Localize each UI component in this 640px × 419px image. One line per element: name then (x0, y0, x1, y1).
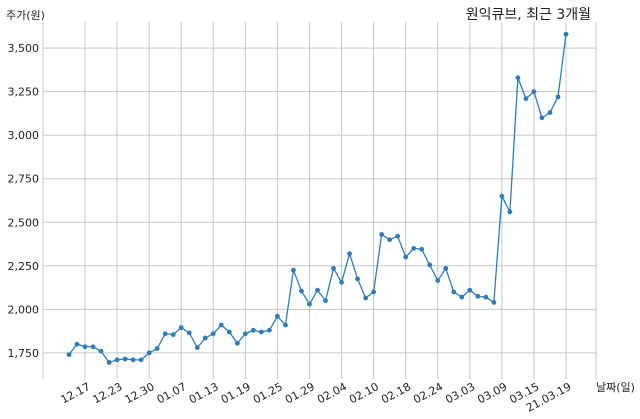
grid-lines (42, 22, 597, 379)
data-point (443, 266, 449, 271)
data-point (258, 329, 264, 335)
data-point (130, 357, 136, 363)
data-point (307, 301, 312, 307)
data-point (315, 287, 320, 293)
data-point (299, 288, 304, 294)
data-point (178, 325, 184, 331)
x-tick-label: 02.04 (315, 380, 349, 406)
x-tick-label: 01.07 (155, 380, 189, 406)
data-point (491, 299, 497, 305)
data-point (114, 357, 120, 363)
data-point (66, 352, 72, 358)
data-point (98, 348, 104, 354)
data-point (154, 346, 160, 351)
x-tick-label: 12.17 (59, 380, 93, 406)
x-axis-label: 날짜(일) (596, 380, 635, 394)
y-tick-label: 2,000 (8, 303, 40, 316)
data-point (275, 313, 280, 319)
data-point (435, 278, 441, 284)
data-point (74, 341, 80, 347)
y-tick-label: 3,500 (8, 42, 40, 55)
data-point (531, 89, 537, 95)
x-tick-label: 02.10 (347, 380, 381, 406)
x-tick-label: 01.29 (283, 380, 317, 406)
y-tick-label: 2,750 (8, 173, 40, 186)
data-point (267, 327, 272, 333)
data-point (555, 94, 561, 100)
data-point (170, 332, 176, 337)
data-point (339, 279, 344, 285)
data-point (371, 289, 377, 295)
data-point (395, 233, 401, 239)
series-layer (66, 31, 569, 365)
data-point (563, 31, 569, 37)
data-point (331, 266, 336, 271)
data-point (427, 262, 433, 268)
data-point (499, 193, 505, 199)
data-point (218, 322, 224, 328)
data-point (387, 237, 393, 243)
data-point (483, 294, 489, 300)
data-point (210, 331, 216, 337)
data-point (90, 344, 96, 350)
data-point (194, 345, 200, 351)
y-tick-label: 2,250 (8, 260, 40, 273)
data-point (122, 356, 128, 362)
data-point (186, 330, 192, 336)
x-tick-label: 12.23 (91, 380, 125, 406)
data-point (403, 254, 409, 260)
data-point (507, 209, 513, 215)
y-axis-ticks: 1,750 2,000 2,250 2,500 2,750 3,000 3,250 3,500 (8, 42, 40, 360)
data-point (363, 295, 368, 301)
x-tick-label: 03.09 (475, 380, 509, 406)
data-point (106, 360, 112, 365)
data-point (411, 245, 417, 251)
series-line (68, 34, 567, 364)
data-point (138, 357, 144, 363)
data-point (379, 232, 385, 237)
data-point (475, 293, 481, 299)
data-point (234, 340, 240, 346)
data-point (419, 246, 425, 252)
y-tick-label: 3,250 (8, 86, 40, 99)
data-point (459, 294, 465, 300)
data-point (242, 331, 248, 337)
x-tick-label: 12.30 (123, 380, 157, 406)
x-tick-label: 01.25 (251, 380, 285, 406)
data-point (547, 110, 553, 115)
y-tick-label: 3,000 (8, 129, 40, 142)
data-point (226, 329, 232, 335)
y-tick-label: 2,500 (8, 216, 40, 229)
data-point (291, 267, 296, 273)
data-point (539, 115, 545, 121)
x-tick-label: 02.24 (411, 380, 445, 406)
data-point (162, 331, 168, 337)
y-tick-label: 1,750 (8, 347, 40, 360)
x-tick-label: 01.13 (187, 380, 221, 406)
x-tick-label: 01.19 (219, 380, 253, 406)
x-tick-label: 03.03 (443, 380, 477, 406)
chart-title: 원익큐브, 최근 3개월 (466, 7, 591, 23)
data-point (347, 251, 352, 257)
data-point (523, 96, 529, 102)
data-point (323, 298, 328, 304)
y-axis-label: 주가(원) (6, 9, 45, 22)
data-point (515, 75, 521, 81)
data-point (451, 289, 457, 295)
data-point (355, 276, 360, 282)
data-point (82, 344, 88, 350)
data-point (467, 287, 473, 293)
data-point (146, 350, 152, 356)
data-point (250, 327, 256, 333)
x-axis-ticks: 12.1712.2312.3001.0701.1301.1901.2501.29… (59, 380, 574, 414)
x-tick-label: 02.18 (379, 380, 413, 406)
data-point (283, 322, 288, 328)
data-point (202, 335, 208, 341)
